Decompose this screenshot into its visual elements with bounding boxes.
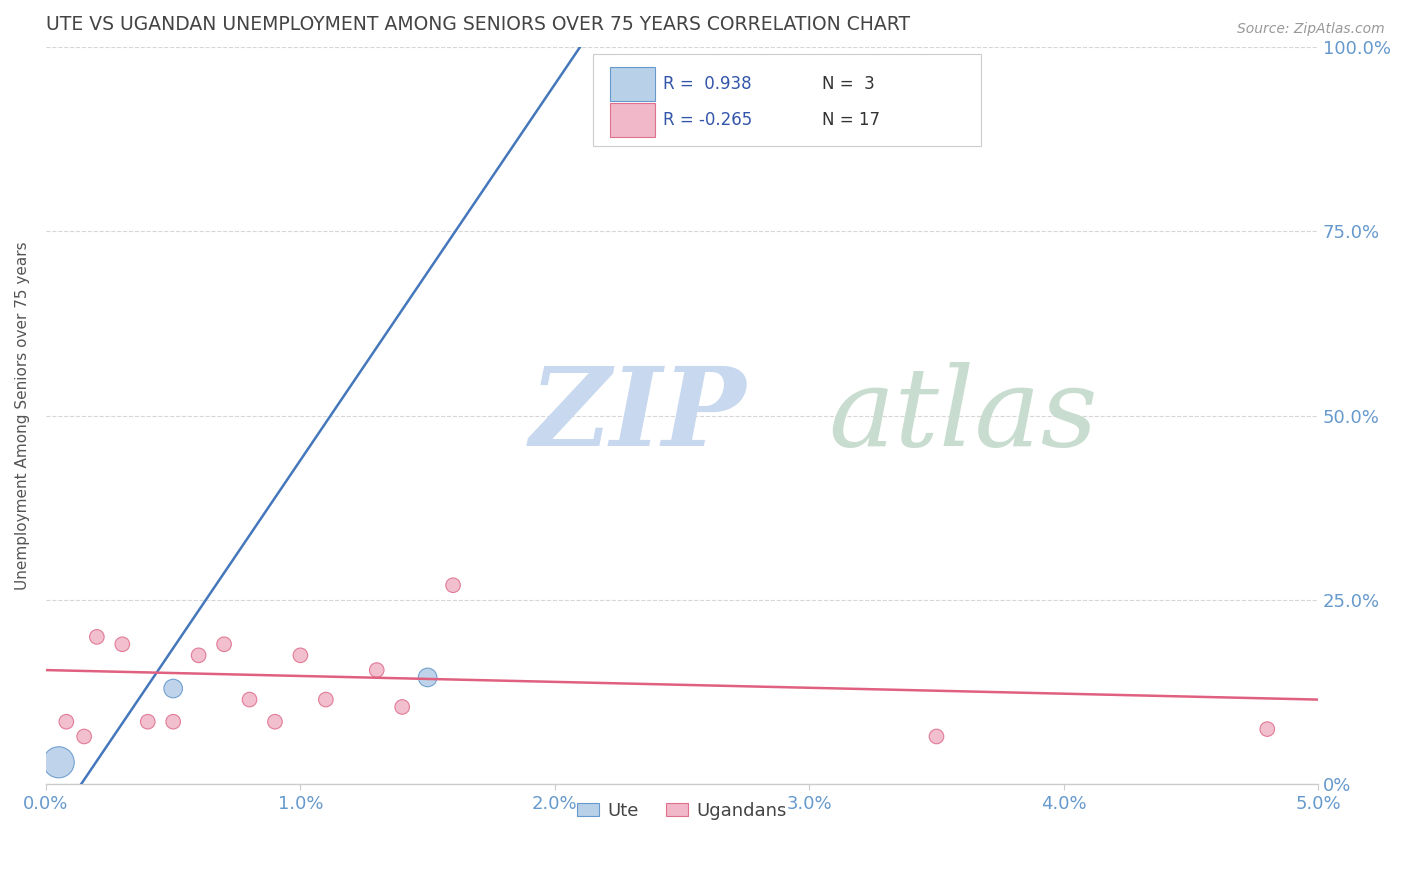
Point: [73, 730, 96, 744]
Text: ZIP: ZIP: [530, 362, 747, 469]
Point: [187, 648, 209, 663]
Legend: Ute, Ugandans: Ute, Ugandans: [569, 795, 794, 827]
Point: [111, 637, 134, 651]
Point: [136, 714, 159, 729]
Point: [264, 714, 287, 729]
Text: N =  3: N = 3: [823, 75, 875, 94]
Point: [86, 630, 108, 644]
Point: [366, 663, 388, 677]
Text: R =  0.938: R = 0.938: [664, 75, 752, 94]
FancyBboxPatch shape: [610, 67, 655, 102]
Point: [391, 700, 413, 714]
Point: [925, 730, 948, 744]
Point: [315, 692, 337, 706]
Point: [1256, 722, 1278, 736]
Point: [290, 648, 312, 663]
Point: [55, 714, 77, 729]
FancyBboxPatch shape: [610, 103, 655, 136]
Point: [416, 670, 439, 684]
Point: [441, 578, 464, 592]
Point: [162, 681, 184, 696]
Text: UTE VS UGANDAN UNEMPLOYMENT AMONG SENIORS OVER 75 YEARS CORRELATION CHART: UTE VS UGANDAN UNEMPLOYMENT AMONG SENIOR…: [46, 15, 910, 34]
Point: [162, 714, 184, 729]
Text: R = -0.265: R = -0.265: [664, 111, 752, 128]
Y-axis label: Unemployment Among Seniors over 75 years: Unemployment Among Seniors over 75 years: [15, 241, 30, 590]
Text: atlas: atlas: [828, 362, 1098, 469]
Point: [212, 637, 235, 651]
Text: N = 17: N = 17: [823, 111, 880, 128]
Text: Source: ZipAtlas.com: Source: ZipAtlas.com: [1237, 22, 1385, 37]
Point: [48, 756, 70, 770]
FancyBboxPatch shape: [593, 54, 981, 146]
Point: [238, 692, 260, 706]
